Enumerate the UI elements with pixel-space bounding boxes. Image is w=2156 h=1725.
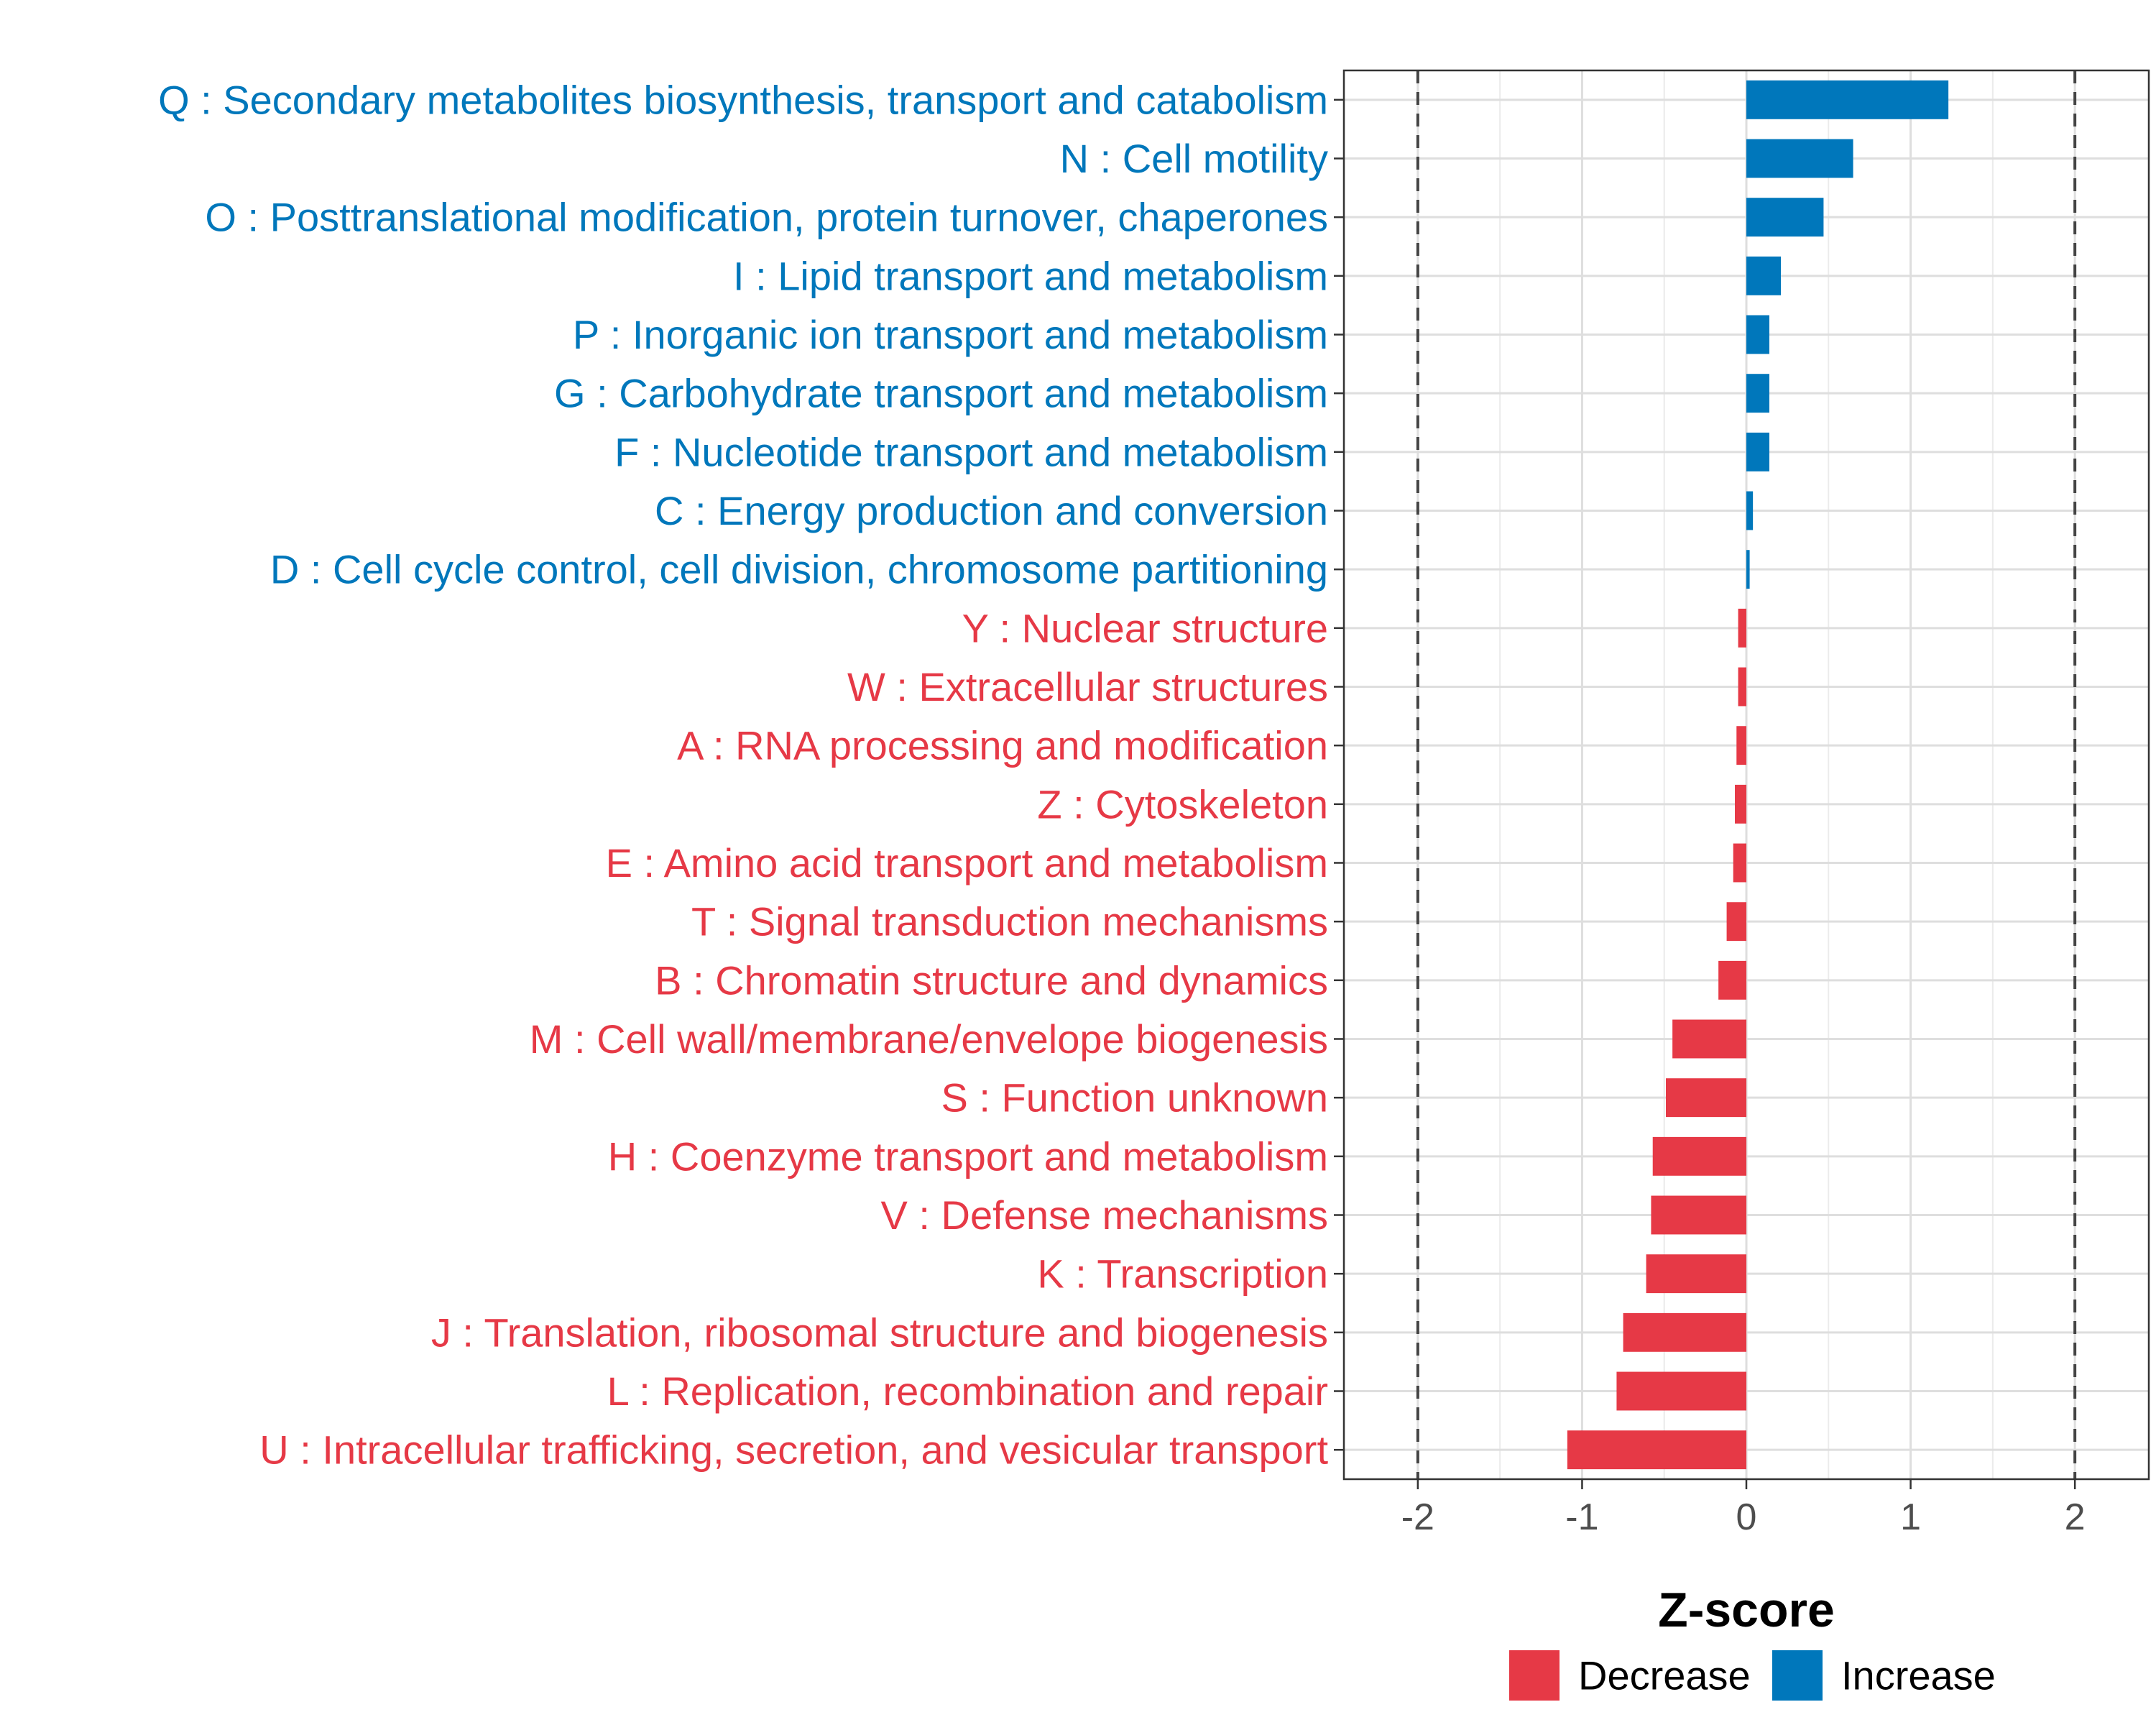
category-label: D : Cell cycle control, cell division, c…	[270, 547, 1328, 592]
category-label: I : Lipid transport and metabolism	[733, 253, 1328, 298]
y-axis-ticks	[1334, 98, 1344, 1451]
category-label: T : Signal transduction mechanisms	[691, 899, 1328, 944]
bar-w	[1738, 667, 1746, 707]
bar-e	[1733, 843, 1746, 883]
bar-c	[1746, 491, 1754, 530]
bar-l	[1616, 1371, 1746, 1411]
bar-a	[1736, 726, 1746, 765]
bar-v	[1651, 1195, 1746, 1235]
x-tick-label: -1	[1565, 1496, 1598, 1538]
category-label: J : Translation, ribosomal structure and…	[431, 1310, 1328, 1355]
y-axis-category-labels: Q : Secondary metabolites biosynthesis, …	[158, 77, 1328, 1472]
category-label: O : Posttranslational modification, prot…	[205, 195, 1328, 240]
bar-f	[1746, 432, 1769, 472]
category-label: Y : Nuclear structure	[962, 605, 1328, 650]
bar-i	[1746, 256, 1781, 295]
x-axis-title: Z-score	[1658, 1583, 1835, 1637]
bars	[1567, 80, 1949, 1470]
category-label: L : Replication, recombination and repai…	[607, 1368, 1328, 1414]
category-label: M : Cell wall/membrane/envelope biogenes…	[530, 1016, 1328, 1062]
bar-b	[1718, 960, 1746, 1000]
bar-g	[1746, 374, 1769, 413]
legend-swatch-decrease	[1509, 1650, 1560, 1701]
bar-z	[1735, 784, 1746, 824]
reference-lines	[1416, 70, 2077, 1479]
bar-h	[1652, 1136, 1746, 1176]
category-label: E : Amino acid transport and metabolism	[606, 840, 1328, 886]
bar-y	[1738, 608, 1746, 648]
x-tick-label: -2	[1401, 1496, 1434, 1538]
bar-u	[1567, 1430, 1746, 1470]
category-label: A : RNA processing and modification	[677, 723, 1328, 768]
x-tick-label: 1	[1900, 1496, 1921, 1538]
bar-t	[1726, 902, 1746, 942]
bar-p	[1746, 315, 1769, 354]
x-axis-ticks: -2 -1 0 1 2	[1401, 1479, 2086, 1538]
category-label: Z : Cytoskeleton	[1037, 781, 1328, 827]
legend: Decrease Increase	[1509, 1650, 1996, 1701]
legend-label-decrease: Decrease	[1578, 1653, 1751, 1698]
legend-label-increase: Increase	[1841, 1653, 1996, 1698]
category-label: B : Chromatin structure and dynamics	[655, 957, 1328, 1003]
bar-q	[1746, 80, 1949, 119]
category-label: P : Inorganic ion transport and metaboli…	[573, 312, 1328, 357]
bar-n	[1746, 139, 1853, 178]
category-label: K : Transcription	[1037, 1251, 1328, 1297]
category-label: S : Function unknown	[941, 1075, 1328, 1121]
bar-s	[1666, 1078, 1746, 1118]
x-tick-label: 2	[2065, 1496, 2086, 1538]
category-label: U : Intracellular trafficking, secretion…	[259, 1427, 1328, 1473]
category-label: H : Coenzyme transport and metabolism	[608, 1133, 1328, 1179]
x-tick-label: 0	[1736, 1496, 1757, 1538]
bar-k	[1646, 1254, 1746, 1294]
category-label: F : Nucleotide transport and metabolism	[614, 429, 1328, 474]
bar-m	[1672, 1019, 1746, 1059]
bar-o	[1746, 198, 1824, 237]
legend-swatch-increase	[1772, 1650, 1823, 1701]
bar-d	[1746, 550, 1750, 589]
category-label: V : Defense mechanisms	[881, 1192, 1328, 1238]
category-label: G : Carbohydrate transport and metabolis…	[554, 371, 1328, 416]
category-label: C : Energy production and conversion	[655, 488, 1328, 533]
category-label: W : Extracellular structures	[847, 664, 1328, 709]
bar-j	[1623, 1312, 1746, 1352]
category-label: Q : Secondary metabolites biosynthesis, …	[158, 77, 1328, 122]
category-label: N : Cell motility	[1060, 136, 1328, 181]
